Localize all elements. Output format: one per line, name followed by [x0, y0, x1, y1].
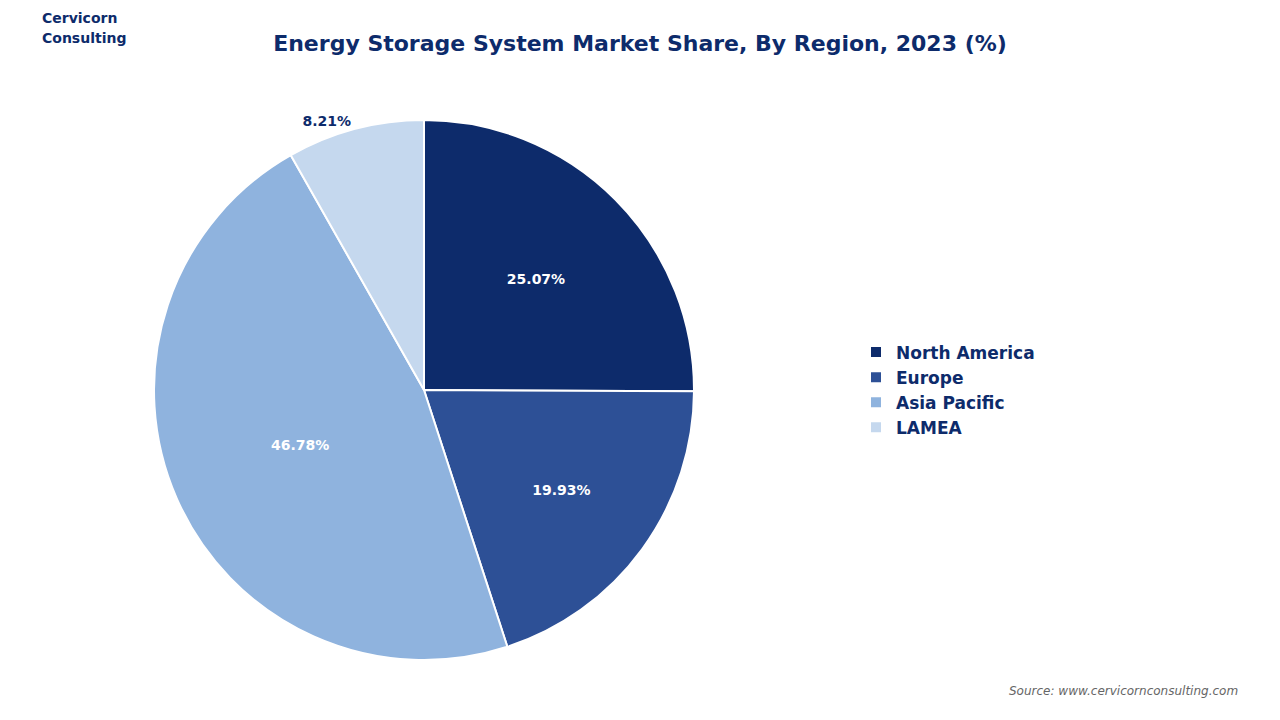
svg-text:8.21%: 8.21%: [303, 113, 352, 129]
svg-text:Energy Storage System Market S: Energy Storage System Market Share, By R…: [273, 31, 1007, 56]
svg-text:Source: www.cervicornconsultin: Source: www.cervicornconsulting.com: [1009, 684, 1238, 698]
svg-text:19.93%: 19.93%: [532, 482, 590, 498]
svg-text:Asia Pacific: Asia Pacific: [896, 393, 1005, 413]
svg-text:North America: North America: [896, 343, 1035, 363]
svg-text:46.78%: 46.78%: [271, 437, 329, 453]
svg-text:Consulting: Consulting: [42, 30, 126, 46]
svg-text:Cervicorn: Cervicorn: [42, 10, 117, 26]
svg-text:25.07%: 25.07%: [507, 271, 565, 287]
svg-text:LAMEA: LAMEA: [896, 418, 963, 438]
svg-text:Europe: Europe: [896, 368, 963, 388]
